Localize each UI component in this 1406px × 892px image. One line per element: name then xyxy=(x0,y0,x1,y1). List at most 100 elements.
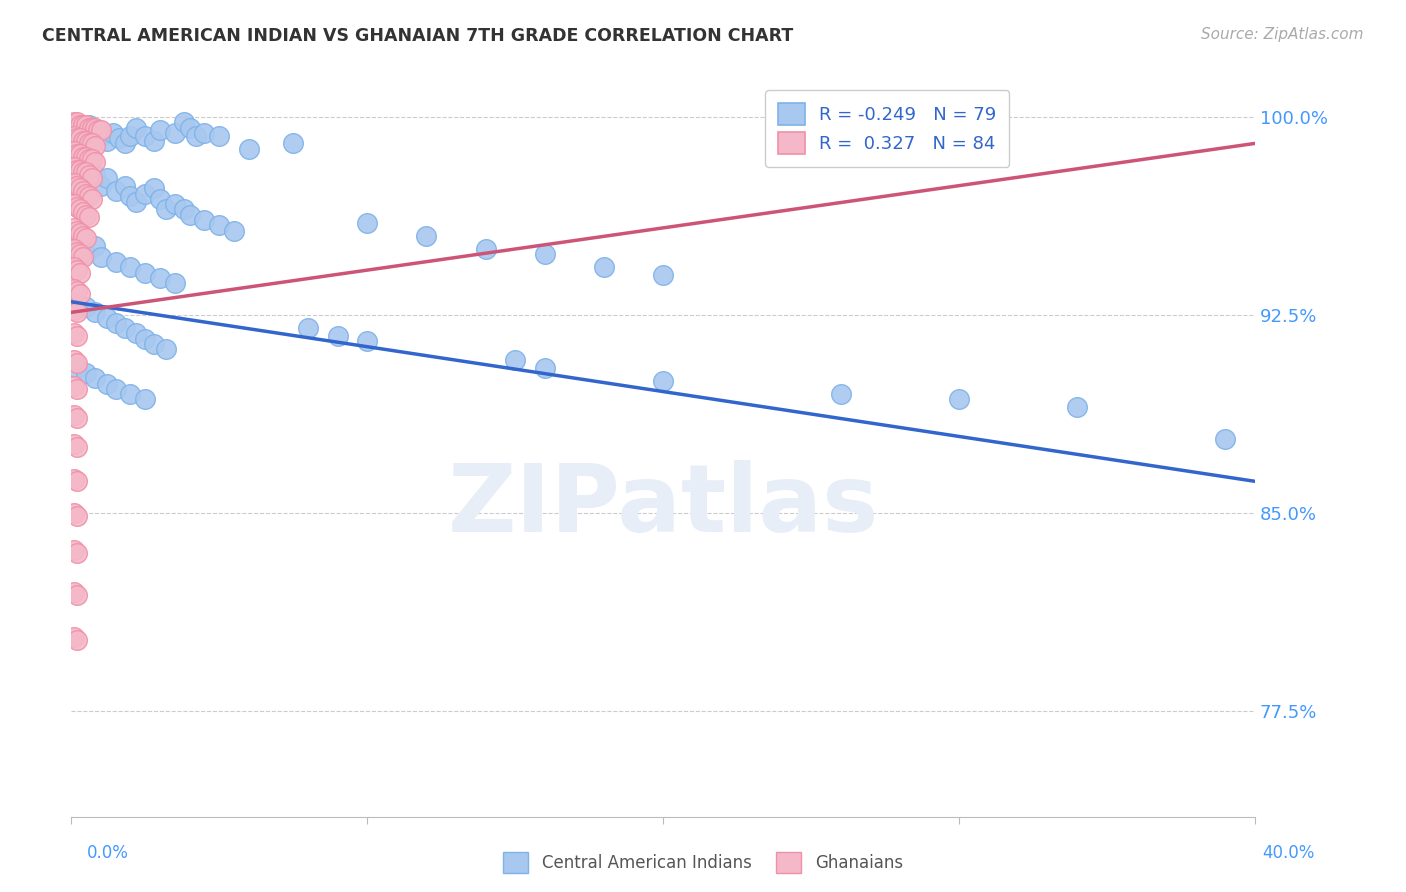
Point xyxy=(63,379,86,393)
Point xyxy=(63,197,86,211)
Point xyxy=(75,247,97,261)
Point xyxy=(143,337,166,351)
Text: CENTRAL AMERICAN INDIAN VS GHANAIAN 7TH GRADE CORRELATION CHART: CENTRAL AMERICAN INDIAN VS GHANAIAN 7TH … xyxy=(42,27,793,45)
Point xyxy=(66,131,89,145)
Point xyxy=(66,588,89,602)
Point xyxy=(90,250,112,264)
Point xyxy=(208,219,231,233)
Point xyxy=(948,392,970,407)
Point xyxy=(80,153,103,167)
Point xyxy=(75,118,97,132)
Point xyxy=(66,508,89,523)
Point xyxy=(120,128,142,143)
Point xyxy=(69,286,91,301)
Point xyxy=(63,242,86,256)
Point xyxy=(63,630,86,644)
Point xyxy=(63,176,86,190)
Point xyxy=(66,329,89,343)
Point xyxy=(90,123,112,137)
Point xyxy=(179,120,201,135)
Point xyxy=(179,208,201,222)
Point xyxy=(830,387,852,401)
Point xyxy=(75,150,97,164)
Point xyxy=(503,352,526,367)
Point xyxy=(208,128,231,143)
Point xyxy=(77,168,100,182)
Point xyxy=(77,153,100,167)
Point xyxy=(63,352,86,367)
Point xyxy=(120,189,142,203)
Point xyxy=(66,355,89,369)
Point xyxy=(134,128,156,143)
Point xyxy=(326,329,349,343)
Point xyxy=(63,543,86,558)
Point xyxy=(155,343,177,357)
Point xyxy=(143,181,166,195)
Point xyxy=(66,223,89,237)
Point xyxy=(652,374,675,388)
Point xyxy=(533,360,555,375)
Point xyxy=(63,115,86,129)
Point xyxy=(134,332,156,346)
Point xyxy=(69,118,91,132)
Point xyxy=(66,200,89,214)
Point xyxy=(66,360,89,375)
Point xyxy=(143,134,166,148)
Point xyxy=(75,176,97,190)
Text: Source: ZipAtlas.com: Source: ZipAtlas.com xyxy=(1201,27,1364,42)
Point xyxy=(77,136,100,151)
Point xyxy=(72,165,94,179)
Point xyxy=(66,173,89,187)
Point xyxy=(77,120,100,135)
Point xyxy=(69,266,91,280)
Point xyxy=(356,216,378,230)
Point xyxy=(96,310,118,325)
Point xyxy=(80,136,103,151)
Point xyxy=(84,126,107,140)
Point xyxy=(125,326,148,341)
Point xyxy=(69,162,91,177)
Point xyxy=(63,220,86,235)
Point xyxy=(104,316,127,330)
Point xyxy=(69,181,91,195)
Point xyxy=(87,123,110,137)
Point xyxy=(75,134,97,148)
Point xyxy=(69,123,91,137)
Point xyxy=(80,192,103,206)
Point xyxy=(75,208,97,222)
Point xyxy=(75,300,97,314)
Point xyxy=(66,285,89,299)
Point xyxy=(66,305,89,319)
Point xyxy=(90,178,112,193)
Point xyxy=(72,134,94,148)
Point xyxy=(63,160,86,174)
Point xyxy=(72,228,94,243)
Point xyxy=(104,184,127,198)
Point xyxy=(66,411,89,425)
Point xyxy=(193,213,215,227)
Point xyxy=(1213,432,1236,446)
Point xyxy=(63,585,86,599)
Point xyxy=(134,186,156,201)
Point xyxy=(63,118,86,132)
Point xyxy=(149,192,172,206)
Point xyxy=(1066,401,1088,415)
Point xyxy=(114,136,136,151)
Point xyxy=(104,382,127,396)
Point xyxy=(75,186,97,201)
Point xyxy=(163,126,186,140)
Point xyxy=(149,271,172,285)
Point xyxy=(533,247,555,261)
Point xyxy=(120,260,142,275)
Point xyxy=(84,155,107,169)
Point xyxy=(69,147,91,161)
Point xyxy=(69,247,91,261)
Point xyxy=(474,242,496,256)
Point xyxy=(66,632,89,647)
Point xyxy=(96,376,118,391)
Point xyxy=(104,255,127,269)
Point xyxy=(66,162,89,177)
Text: ZIPatlas: ZIPatlas xyxy=(447,460,879,552)
Point xyxy=(114,321,136,335)
Point xyxy=(80,120,103,135)
